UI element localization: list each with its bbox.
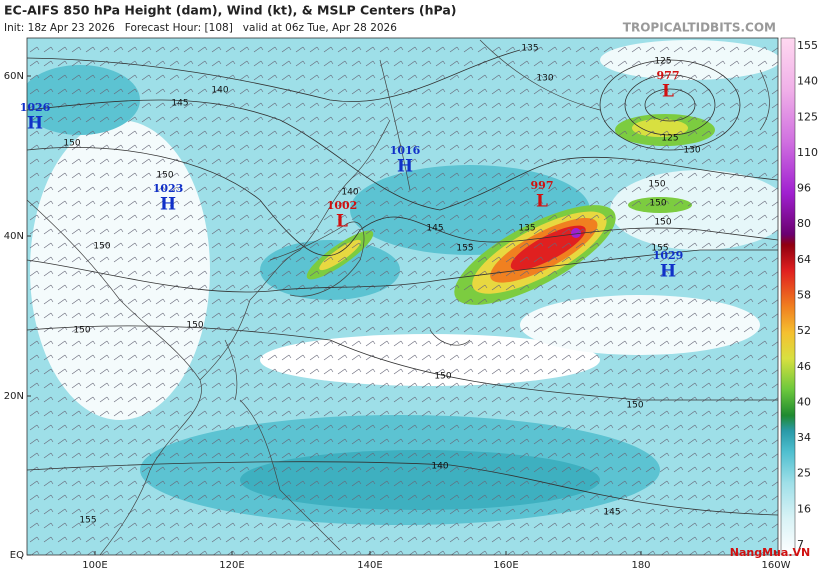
watermark: NangMua.VN bbox=[730, 546, 810, 559]
colorbar bbox=[780, 37, 796, 556]
colorbar-label: 40 bbox=[797, 395, 811, 408]
lon-label: 180 bbox=[631, 560, 650, 571]
title: EC-AIFS 850 hPa Height (dam), Wind (kt),… bbox=[4, 3, 457, 18]
contour-label: 145 bbox=[603, 508, 620, 518]
lon-label: 160E bbox=[493, 560, 518, 571]
pressure-center: L bbox=[662, 82, 674, 102]
contour-label: 150 bbox=[186, 321, 203, 331]
lat-label: 60N bbox=[4, 71, 24, 82]
pressure-value: 997 bbox=[531, 179, 554, 192]
contour-label: 140 bbox=[341, 188, 358, 198]
colorbar-label: 80 bbox=[797, 217, 811, 230]
lon-label: 140E bbox=[357, 560, 382, 571]
colorbar-label: 125 bbox=[797, 110, 818, 123]
contour-label: 125 bbox=[654, 57, 671, 67]
contour-label: 150 bbox=[626, 401, 643, 411]
contour-label: 150 bbox=[73, 326, 90, 336]
colorbar-label: 155 bbox=[797, 39, 818, 52]
subtitle: Init: 18z Apr 23 2026 Forecast Hour: [10… bbox=[4, 22, 397, 34]
contour-label: 130 bbox=[536, 74, 553, 84]
colorbar-label: 58 bbox=[797, 289, 811, 302]
contour-label: 135 bbox=[521, 44, 538, 54]
colorbar-label: 96 bbox=[797, 182, 811, 195]
lon-label: 160W bbox=[762, 560, 791, 571]
contour-label: 125 bbox=[661, 134, 678, 144]
contour-label: 150 bbox=[93, 242, 110, 252]
contour-label: 150 bbox=[63, 139, 80, 149]
source: TROPICALTIDBITS.COM bbox=[623, 21, 776, 35]
contour-label: 145 bbox=[171, 99, 188, 109]
colorbar-label: 34 bbox=[797, 431, 811, 444]
pressure-center: H bbox=[27, 114, 43, 134]
colorbar-label: 140 bbox=[797, 75, 818, 88]
contour-label: 150 bbox=[434, 372, 451, 382]
pressure-center: H bbox=[160, 195, 176, 215]
pressure-center: L bbox=[536, 192, 548, 212]
colorbar-label: 110 bbox=[797, 146, 818, 159]
contour-label: 140 bbox=[211, 86, 228, 96]
contour-label: 135 bbox=[518, 224, 535, 234]
pressure-value: 1002 bbox=[327, 199, 358, 212]
pressure-value: 1029 bbox=[653, 249, 684, 262]
map-field bbox=[27, 38, 778, 555]
colorbar-label: 52 bbox=[797, 324, 811, 337]
pressure-value: 1016 bbox=[390, 144, 421, 157]
colorbar-label: 64 bbox=[797, 253, 811, 266]
lat-label: 20N bbox=[4, 391, 24, 402]
contour-label: 150 bbox=[654, 218, 671, 228]
colorbar-label: 16 bbox=[797, 502, 811, 515]
contour-label: 130 bbox=[683, 146, 700, 156]
colorbar-label: 7 bbox=[797, 538, 804, 551]
lat-label: EQ bbox=[10, 550, 24, 561]
lon-label: 120E bbox=[219, 560, 244, 571]
colorbar-label: 46 bbox=[797, 360, 811, 373]
colorbar-label: 25 bbox=[797, 467, 811, 480]
lon-label: 100E bbox=[82, 560, 107, 571]
contour-label: 150 bbox=[649, 199, 666, 209]
contour-label: 155 bbox=[651, 244, 668, 254]
pressure-value: 977 bbox=[657, 69, 680, 82]
pressure-center: H bbox=[660, 262, 676, 282]
contour-label: 150 bbox=[648, 180, 665, 190]
contour-label: 140 bbox=[431, 462, 448, 472]
contour-label: 155 bbox=[456, 244, 473, 254]
pressure-center: L bbox=[336, 212, 348, 232]
pressure-value: 1026 bbox=[20, 101, 51, 114]
lat-label: 40N bbox=[4, 231, 24, 242]
contour-label: 155 bbox=[79, 516, 96, 526]
contour-label: 145 bbox=[426, 224, 443, 234]
contour-label: 150 bbox=[156, 171, 173, 181]
pressure-center: H bbox=[397, 157, 413, 177]
map-frame bbox=[26, 37, 779, 556]
pressure-value: 1023 bbox=[153, 182, 184, 195]
